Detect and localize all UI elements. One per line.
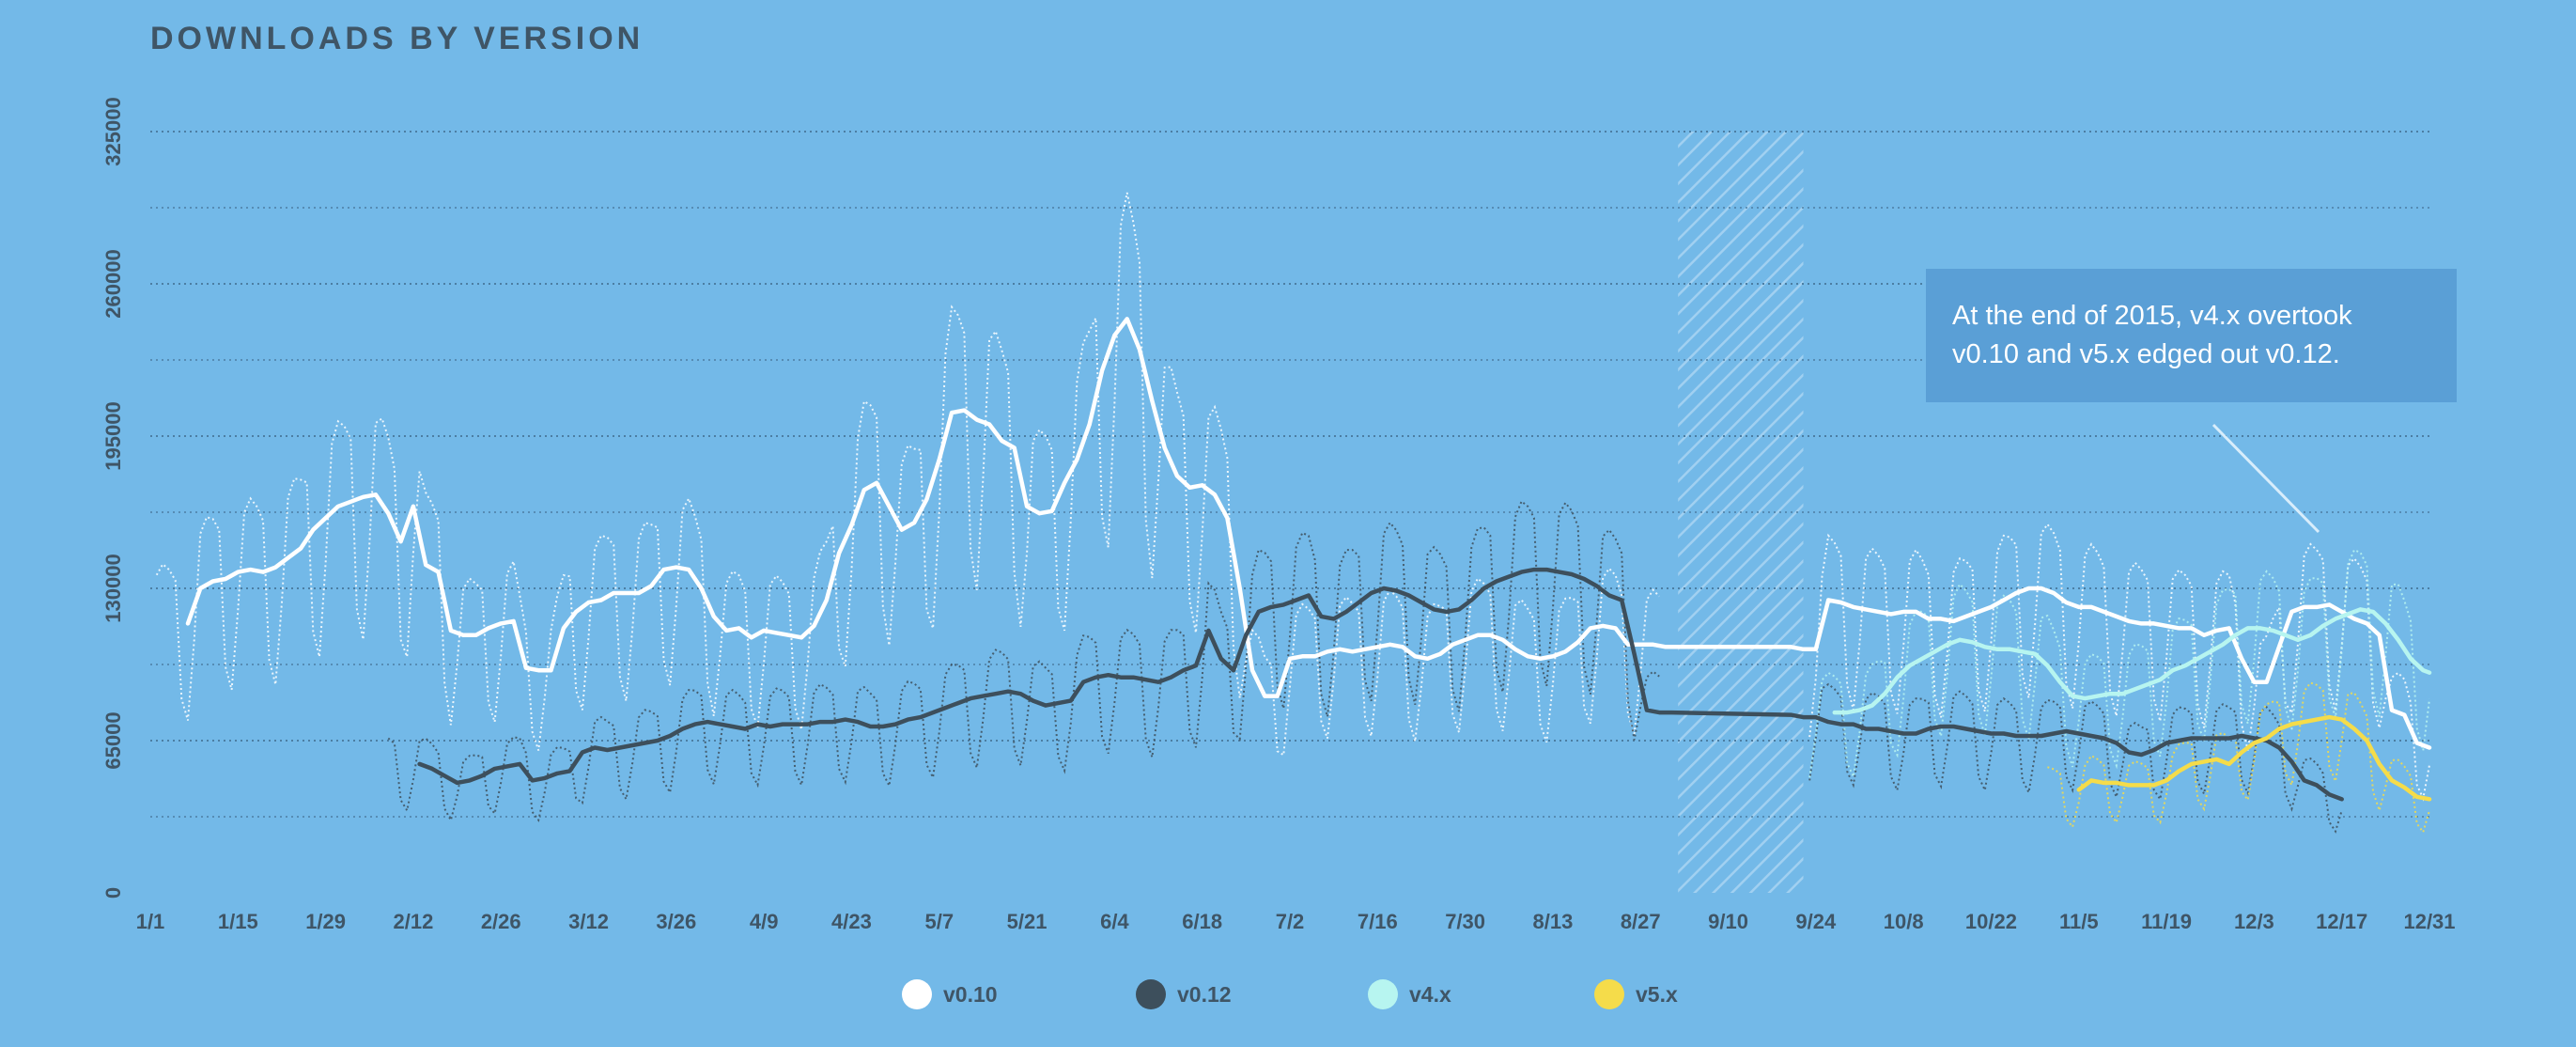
legend-label-v0-12: v0.12 <box>1177 981 1232 1007</box>
x-tick-label: 10/8 <box>1884 910 1924 933</box>
legend-label-v5-x: v5.x <box>1636 981 1678 1007</box>
x-tick-label: 9/10 <box>1708 910 1748 933</box>
x-tick-label: 7/2 <box>1276 910 1305 933</box>
x-tick-label: 6/4 <box>1100 910 1129 933</box>
legend-swatch-v0-10 <box>902 979 932 1009</box>
x-tick-label: 1/1 <box>136 910 165 933</box>
x-tick-label: 10/22 <box>1965 910 2017 933</box>
series-daily-line-v0_10 <box>155 192 1660 757</box>
x-tick-label: 3/26 <box>656 910 696 933</box>
legend-label-v4-x: v4.x <box>1409 981 1451 1007</box>
y-tick-label: 130000 <box>101 554 125 622</box>
series-average-line-v0_12 <box>417 567 2344 802</box>
x-tick-label: 7/30 <box>1445 910 1485 933</box>
legend: v0.10 v0.12 v4.x v5.x <box>0 974 2576 1021</box>
x-tick-label: 9/24 <box>1795 910 1837 933</box>
x-tick-label: 5/21 <box>1007 910 1047 933</box>
series-daily-line-v0_12 <box>387 499 1660 823</box>
x-tick-label: 4/9 <box>750 910 779 933</box>
x-tick-label: 6/18 <box>1182 910 1222 933</box>
legend-swatch-v0-12 <box>1136 979 1166 1009</box>
annotation-line-2: v0.10 and v5.x edged out v0.12. <box>1952 339 2340 369</box>
series-average-line-v5_x <box>2076 714 2432 802</box>
legend-item-v4-x[interactable]: v4.x <box>1368 974 1451 1015</box>
y-tick-label: 0 <box>101 887 125 899</box>
series-daily-line-v4_x <box>1808 548 2430 780</box>
x-tick-label: 7/16 <box>1358 910 1398 933</box>
x-tick-label: 5/7 <box>924 910 954 933</box>
x-tick-label: 2/12 <box>394 910 434 933</box>
chart-title: DOWNLOADS BY VERSION <box>150 21 644 56</box>
legend-item-v5-x[interactable]: v5.x <box>1594 974 1678 1015</box>
legend-label-v0-10: v0.10 <box>943 981 998 1007</box>
y-tick-label: 195000 <box>101 401 125 470</box>
x-tick-label: 3/12 <box>568 910 609 933</box>
series-daily-line-v0_12 <box>1808 682 2343 834</box>
x-tick-label: 12/31 <box>2403 910 2455 933</box>
series-average-line-v0_10 <box>185 317 2432 750</box>
annotation-line-1: At the end of 2015, v4.x overtook <box>1952 301 2352 331</box>
annotation-pointer <box>2211 423 2320 534</box>
x-tick-label: 1/29 <box>305 910 346 933</box>
legend-swatch-v5-x <box>1594 979 1624 1009</box>
x-tick-label: 11/19 <box>2141 910 2192 933</box>
x-tick-label: 4/23 <box>831 910 872 933</box>
legend-swatch-v4-x <box>1368 979 1398 1009</box>
x-tick-label: 12/17 <box>2316 910 2367 933</box>
legend-item-v0-10[interactable]: v0.10 <box>902 974 998 1015</box>
x-tick-label: 2/26 <box>481 910 521 933</box>
y-tick-label: 325000 <box>101 97 125 165</box>
x-tick-label: 11/5 <box>2059 910 2099 933</box>
legend-item-v0-12[interactable]: v0.12 <box>1136 974 1232 1015</box>
x-tick-label: 12/3 <box>2234 910 2274 933</box>
y-tick-label: 65000 <box>101 711 125 769</box>
annotation-box: At the end of 2015, v4.x overtook v0.10 … <box>1926 269 2457 402</box>
series-daily-line-v0_10 <box>1808 523 2430 802</box>
x-tick-label: 8/27 <box>1621 910 1661 933</box>
x-tick-label: 1/15 <box>218 910 258 933</box>
x-tick-label: 8/13 <box>1533 910 1574 933</box>
y-tick-label: 260000 <box>101 249 125 318</box>
series-average-line-v4_x <box>1832 607 2432 715</box>
